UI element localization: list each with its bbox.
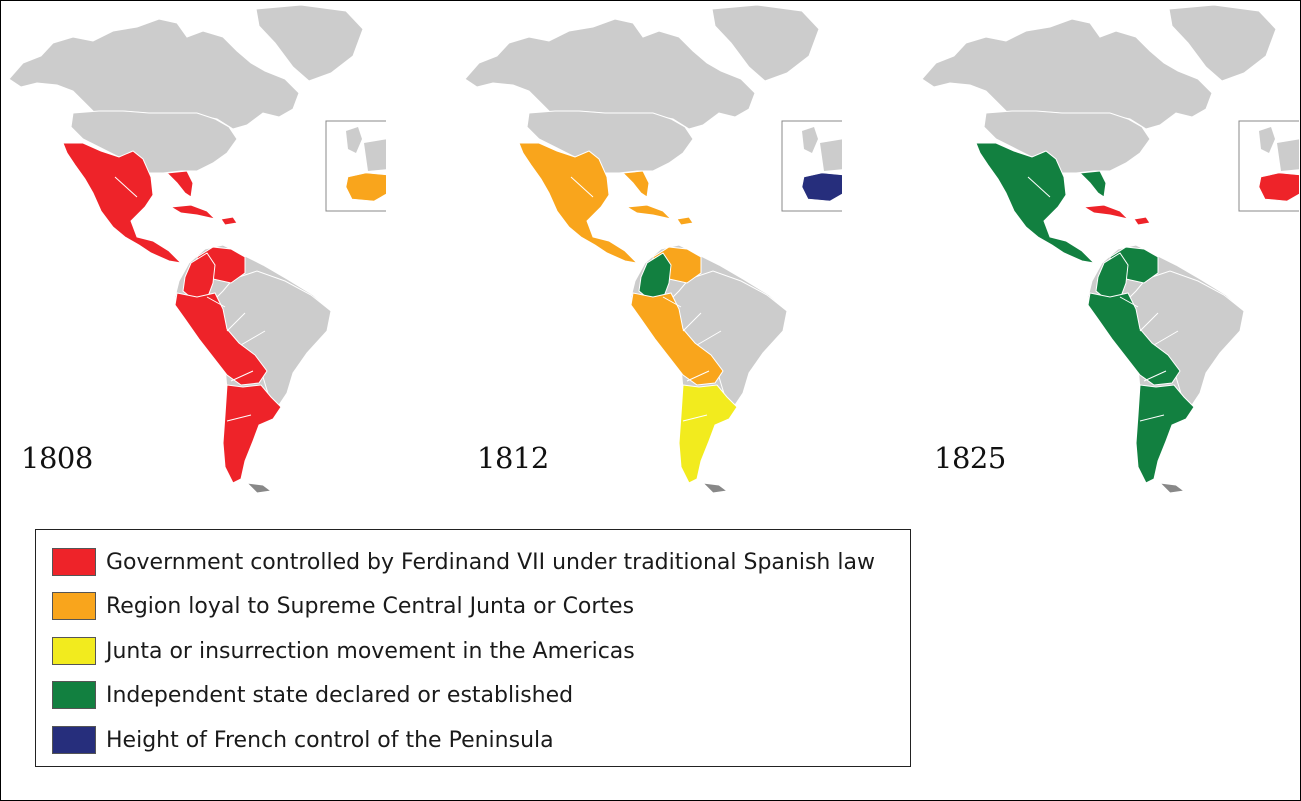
peru-region <box>1087 292 1181 386</box>
year-label-1812: 1812 <box>477 441 549 475</box>
british-isles-region <box>802 127 818 153</box>
puerto-rico-region <box>676 216 694 226</box>
year-label-1808: 1808 <box>21 441 93 475</box>
puerto-rico-region <box>220 216 238 226</box>
legend-label: Height of French control of the Peninsul… <box>106 727 554 753</box>
florida-region <box>1078 170 1107 198</box>
legend-label: Junta or insurrection movement in the Am… <box>106 638 635 664</box>
internal-borders <box>570 176 722 422</box>
legend-item-independent: Independent state declared or establishe… <box>52 679 573 711</box>
legend-label: Region loyal to Supreme Central Junta or… <box>106 593 635 619</box>
iberia-region <box>1258 172 1299 202</box>
legend-swatch-green <box>52 681 96 709</box>
year-label-1825: 1825 <box>934 441 1006 475</box>
tierra-del-fuego-region <box>701 482 729 494</box>
legend-item-ferdinand: Government controlled by Ferdinand VII u… <box>52 546 875 578</box>
iberia-region <box>345 172 386 202</box>
cuba-region <box>1082 204 1130 220</box>
map-panel-1812: 1812 <box>457 1 842 496</box>
map-1808-svg <box>8 4 386 494</box>
legend-item-junta-cortes: Region loyal to Supreme Central Junta or… <box>52 590 634 622</box>
tierra-del-fuego-region <box>245 482 273 494</box>
france-region <box>1277 139 1299 171</box>
peru-region <box>630 292 724 386</box>
usa-region <box>983 110 1151 174</box>
usa-region <box>526 110 694 174</box>
legend-swatch-orange <box>52 592 96 620</box>
map-panel-1808: 1808 <box>1 1 386 496</box>
france-region <box>364 139 386 171</box>
cuba-region <box>169 204 217 220</box>
legend-label: Government controlled by Ferdinand VII u… <box>106 549 875 575</box>
france-region <box>820 139 842 171</box>
rio-de-la-plata-region <box>1135 384 1195 484</box>
tierra-del-fuego-region <box>1158 482 1186 494</box>
cuba-region <box>625 204 673 220</box>
florida-region <box>165 170 194 198</box>
map-1812-svg <box>464 4 842 494</box>
legend-swatch-yellow <box>52 637 96 665</box>
legend-label: Independent state declared or establishe… <box>106 682 574 708</box>
greenland-region <box>711 4 820 82</box>
iberia-region <box>801 172 842 202</box>
rio-de-la-plata-region <box>678 384 738 484</box>
legend-item-french-control: Height of French control of the Peninsul… <box>52 724 554 756</box>
internal-borders <box>114 176 266 422</box>
legend-item-insurrection: Junta or insurrection movement in the Am… <box>52 635 635 667</box>
map-1825-svg <box>921 4 1299 494</box>
legend-swatch-navy <box>52 726 96 754</box>
map-panel-1825: 1825 <box>914 1 1299 496</box>
florida-region <box>621 170 650 198</box>
new-spain-region <box>62 142 183 264</box>
legend-swatch-red <box>52 548 96 576</box>
peru-region <box>174 292 268 386</box>
internal-borders <box>1027 176 1179 422</box>
legend: Government controlled by Ferdinand VII u… <box>35 529 911 767</box>
rio-de-la-plata-region <box>222 384 282 484</box>
new-spain-region <box>975 142 1096 264</box>
usa-region <box>70 110 238 174</box>
puerto-rico-region <box>1133 216 1151 226</box>
greenland-region <box>255 4 364 82</box>
new-spain-region <box>518 142 639 264</box>
british-isles-region <box>1259 127 1275 153</box>
greenland-region <box>1168 4 1277 82</box>
british-isles-region <box>346 127 362 153</box>
